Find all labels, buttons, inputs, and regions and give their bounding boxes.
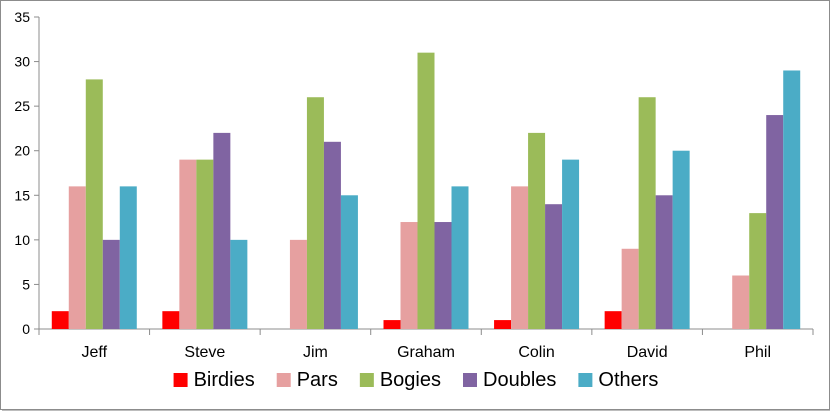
x-category-label: Colin [518, 344, 554, 361]
x-category-label: David [627, 344, 668, 361]
y-tick-label: 30 [14, 54, 30, 70]
chart-bars [51, 52, 801, 330]
legend-swatch-bogies [359, 373, 374, 387]
bar-bogies-jim [306, 97, 324, 329]
bar-doubles-steve [213, 132, 231, 329]
bar-others-graham [451, 186, 469, 329]
bar-pars-jeff [68, 186, 86, 329]
bar-birdies-graham [383, 320, 401, 329]
legend-swatch-doubles [463, 373, 477, 387]
y-tick-label: 0 [22, 321, 30, 337]
bar-doubles-graham [434, 222, 452, 329]
chart-legend: Birdies Pars Bogies Doubles Others [173, 369, 658, 391]
bar-doubles-jeff [102, 239, 120, 329]
bar-birdies-jeff [51, 311, 69, 329]
bar-birdies-colin [494, 320, 512, 329]
bar-birdies-steve [162, 311, 180, 329]
x-category-label: Jeff [82, 344, 108, 361]
bar-pars-colin [511, 186, 529, 329]
legend-swatch-pars [276, 373, 291, 387]
bar-others-jim [340, 195, 358, 329]
bar-bogies-colin [528, 132, 546, 329]
bar-others-colin [562, 159, 580, 329]
bar-pars-david [621, 248, 639, 329]
bar-bogies-jeff [85, 79, 103, 330]
y-tick-label: 25 [14, 98, 30, 114]
bar-pars-phil [732, 275, 750, 329]
bar-bogies-david [638, 97, 656, 329]
bar-others-david [672, 150, 690, 329]
bar-others-phil [783, 70, 801, 329]
bar-others-jeff [119, 186, 137, 329]
legend-swatch-others [578, 373, 593, 387]
y-tick-label: 20 [14, 143, 30, 159]
legend-label-bogies: Bogies [380, 369, 441, 391]
y-tick-label: 5 [22, 276, 30, 292]
bar-doubles-jim [323, 141, 341, 329]
bar-bogies-steve [196, 159, 214, 329]
bar-doubles-david [655, 195, 673, 329]
x-category-label: Steve [184, 344, 225, 361]
bar-bogies-phil [749, 213, 767, 329]
legend-label-others: Others [598, 369, 658, 391]
bar-others-steve [230, 239, 248, 329]
x-category-label: Phil [744, 344, 771, 361]
chart-axes: 0 5 10 15 20 25 30 35 Jeff Steve Jim Graham Colin Dav… [14, 9, 814, 361]
y-tick-label: 10 [14, 232, 30, 248]
legend-label-pars: Pars [297, 369, 338, 391]
legend-label-birdies: Birdies [194, 369, 255, 391]
x-category-label: Jim [303, 344, 328, 361]
bar-pars-graham [400, 222, 418, 329]
bar-doubles-phil [766, 115, 784, 329]
bar-doubles-colin [545, 204, 563, 329]
bar-bogies-graham [417, 52, 435, 330]
y-tick-label: 15 [14, 187, 30, 203]
bar-pars-jim [289, 239, 307, 329]
bar-birdies-david [604, 311, 622, 329]
bar-pars-steve [179, 159, 197, 329]
legend-swatch-birdies [173, 373, 188, 387]
x-category-label: Graham [397, 344, 455, 361]
y-tick-label: 35 [14, 9, 30, 25]
legend-label-doubles: Doubles [483, 369, 556, 391]
